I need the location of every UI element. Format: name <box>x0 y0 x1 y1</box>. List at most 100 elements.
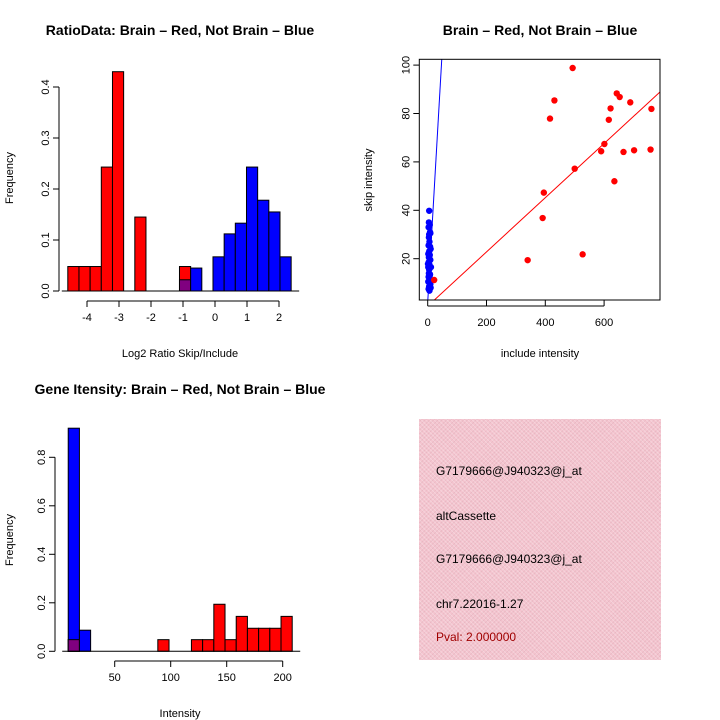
y-tick-label: 40 <box>400 204 412 216</box>
ratio-histogram-title: RatioData: Brain – Red, Not Brain – Blue <box>46 22 315 38</box>
point-red <box>524 256 531 264</box>
bar-overlap <box>67 639 80 652</box>
bar-brain <box>78 266 91 292</box>
y-tick-label: 0.4 <box>40 79 52 94</box>
ratio-histogram-ylabel: Frequency <box>4 152 16 204</box>
x-tick-label: 200 <box>477 317 495 329</box>
bar-brain <box>269 627 282 652</box>
event-type: altCassette <box>436 509 497 523</box>
y-tick-label: 100 <box>400 56 412 74</box>
x-tick-label: -3 <box>114 312 124 324</box>
bar-brain <box>202 639 215 652</box>
pval-text: Pval: 2.000000 <box>436 630 517 644</box>
scatter-plot-area <box>424 59 660 300</box>
bar-brain <box>213 603 226 652</box>
x-tick-label: 0 <box>212 312 218 324</box>
bar-brain <box>100 166 113 292</box>
point-red <box>571 165 578 172</box>
y-tick-label: 0.1 <box>40 232 52 247</box>
point-red <box>569 64 576 72</box>
ratio-histogram-xlabel: Log2 Ratio Skip/Include <box>122 348 238 360</box>
x-tick-label: -1 <box>178 312 188 324</box>
bar-brain <box>258 627 271 652</box>
y-tick-label: 0.3 <box>40 130 52 145</box>
point-red <box>579 251 586 258</box>
point-red <box>546 115 554 122</box>
bar-not-brain <box>212 256 225 292</box>
x-tick-label: 100 <box>162 672 180 684</box>
x-tick-label: 400 <box>536 317 554 329</box>
bar-not-brain <box>257 199 270 292</box>
point-blue <box>425 224 432 231</box>
x-tick-label: 50 <box>109 672 121 684</box>
intensity-histogram-xlabel: Intensity <box>160 708 201 720</box>
regression-line-blue <box>427 59 443 300</box>
probe-id-2: G7179666@J940323@j_at <box>436 552 582 566</box>
point-red <box>539 214 546 222</box>
y-tick-label: 0.2 <box>40 181 52 196</box>
point-red <box>648 105 655 113</box>
bar-not-brain <box>78 629 92 652</box>
point-red <box>620 148 627 156</box>
point-red <box>551 97 558 104</box>
probe-info-panel: G7179666@J940323@j_at altCassette G71796… <box>419 419 661 660</box>
bar-brain <box>280 615 293 652</box>
y-tick-label: 20 <box>400 253 412 265</box>
point-blue <box>424 260 432 268</box>
intensity-histogram-ylabel: Frequency <box>4 514 16 566</box>
intensity-histogram-title: Gene Itensity: Brain – Red, Not Brain – … <box>35 381 326 397</box>
bar-not-brain <box>234 222 247 292</box>
x-tick-label: 0 <box>425 317 431 329</box>
point-red <box>630 147 638 154</box>
scatter-xlabel: include intensity <box>501 348 580 360</box>
bar-brain <box>89 266 102 292</box>
point-blue <box>425 207 433 214</box>
y-tick-label: 0.4 <box>36 547 48 562</box>
point-blue <box>426 272 433 279</box>
bar-overlap <box>178 279 192 292</box>
bar-brain <box>235 615 248 652</box>
y-tick-label: 0.0 <box>36 644 48 659</box>
bar-not-brain <box>67 427 80 652</box>
scatter-ylabel: skip intensity <box>363 148 375 211</box>
y-tick-label: 0.2 <box>36 595 48 610</box>
bar-brain <box>224 639 237 652</box>
point-red <box>616 93 623 101</box>
point-red <box>597 148 605 155</box>
scatter-frame <box>418 58 661 301</box>
chromosome-location: chr7.22016-1.27 <box>436 597 524 611</box>
point-red <box>540 189 548 196</box>
bar-brain <box>157 639 170 652</box>
point-red <box>627 99 634 106</box>
x-tick-label: 1 <box>244 312 250 324</box>
bar-brain <box>190 639 204 652</box>
probe-id: G7179666@J940323@j_at <box>436 464 582 478</box>
x-tick-label: 150 <box>218 672 236 684</box>
point-blue <box>426 287 433 294</box>
x-tick-label: 600 <box>595 317 613 329</box>
regression-line-red <box>433 91 660 300</box>
bar-brain <box>67 266 80 292</box>
point-red <box>605 116 613 123</box>
bar-not-brain <box>245 166 259 292</box>
y-tick-label: 80 <box>400 107 412 119</box>
bar-not-brain <box>190 267 203 292</box>
bar-not-brain <box>268 211 281 292</box>
point-red <box>430 276 438 284</box>
y-tick-label: 60 <box>400 156 412 168</box>
bar-not-brain <box>279 256 292 292</box>
bar-brain <box>246 627 260 652</box>
x-tick-label: 200 <box>274 672 292 684</box>
point-red <box>601 140 608 148</box>
bar-brain <box>111 71 125 292</box>
point-red <box>647 146 654 153</box>
bar-not-brain <box>223 233 236 292</box>
point-red <box>607 105 614 112</box>
y-tick-label: 0.6 <box>36 498 48 513</box>
bar-brain <box>134 216 147 292</box>
x-tick-label: -2 <box>146 312 156 324</box>
x-tick-label: 2 <box>276 312 282 324</box>
point-red <box>611 178 618 185</box>
